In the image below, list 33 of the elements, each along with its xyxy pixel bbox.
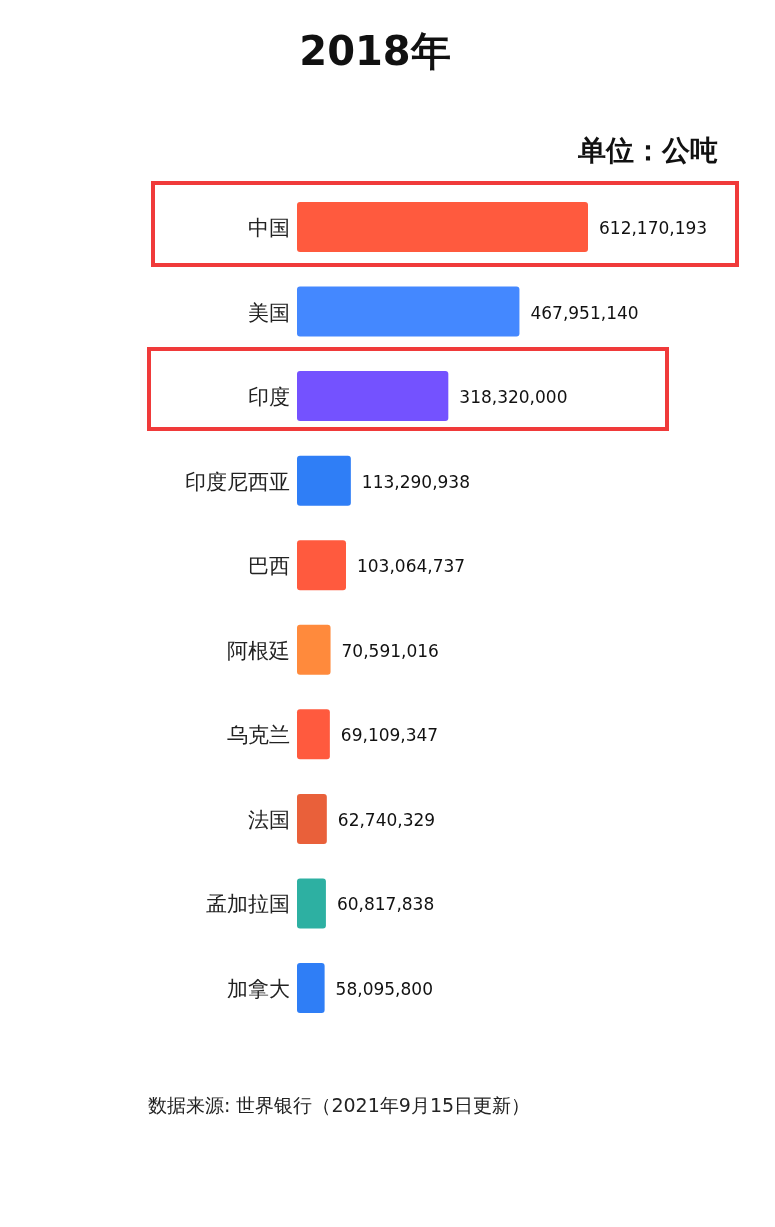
y-tick-label: 乌克兰: [227, 723, 290, 748]
bar: [297, 878, 326, 929]
bar: [297, 202, 588, 252]
bar: [297, 371, 449, 422]
bar: [297, 286, 520, 337]
bar: [297, 709, 330, 760]
text: 单位：公吨: [577, 134, 718, 167]
bar: [297, 624, 331, 675]
y-tick-label: 加拿大: [227, 977, 290, 1001]
data-label: 60,817,838: [336, 894, 435, 915]
bar: [297, 963, 325, 1013]
data-label: 113,290,938: [361, 471, 471, 492]
bar: [297, 455, 351, 506]
y-tick-label: 阿根廷: [227, 638, 290, 663]
data-label: 467,951,140: [530, 302, 639, 323]
bar: [297, 793, 327, 844]
y-tick-label: 巴西: [248, 554, 290, 579]
source-note: 数据来源: 世界银行（2021年9月15日更新）: [148, 1094, 531, 1116]
data-label: 58,095,800: [335, 979, 433, 999]
data-label: 103,064,737: [356, 556, 466, 577]
data-label: 318,320,000: [459, 387, 568, 408]
y-tick-label: 中国: [248, 216, 290, 240]
bar: [297, 540, 346, 591]
y-tick-label: 孟加拉国: [206, 892, 290, 917]
data-label: 62,740,329: [337, 809, 436, 830]
chart-title: 2018年: [299, 28, 451, 74]
data-label: 612,170,193: [599, 218, 708, 238]
data-label: 70,591,016: [341, 640, 439, 661]
y-tick-label: 美国: [248, 300, 290, 325]
y-tick-label: 印度: [248, 385, 290, 410]
data-label: 69,109,347: [340, 725, 439, 746]
y-tick-label: 印度尼西亚: [185, 469, 290, 494]
y-tick-label: 法国: [248, 807, 290, 832]
